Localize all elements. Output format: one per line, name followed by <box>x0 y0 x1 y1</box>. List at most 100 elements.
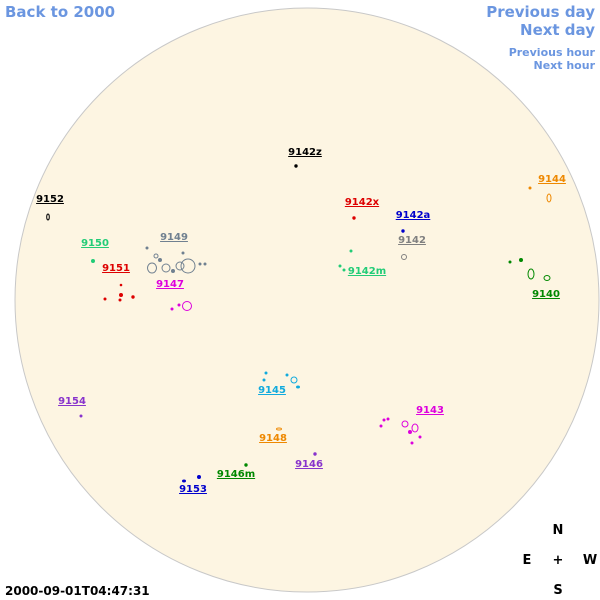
region[interactable]: 9142 <box>398 235 426 260</box>
region[interactable]: 9148 <box>259 427 287 444</box>
sunspot <box>182 479 186 483</box>
region[interactable]: 9146 <box>295 452 323 470</box>
region-label: 9146m <box>217 469 255 480</box>
sunspot <box>508 260 512 264</box>
region-label: 9142z <box>288 147 322 158</box>
sunspot <box>276 427 282 431</box>
sunspot <box>177 303 181 307</box>
sunspot <box>170 307 174 311</box>
sunspot <box>131 295 135 299</box>
region[interactable]: 9140 <box>508 258 560 301</box>
sunspot <box>418 435 422 439</box>
region[interactable]: 9151 <box>102 263 135 302</box>
sunspot <box>119 283 123 287</box>
sunspot <box>313 452 317 456</box>
region[interactable]: 9149 <box>145 232 207 274</box>
sunspot <box>264 371 268 375</box>
sunspot <box>145 246 149 250</box>
sunspot <box>118 298 122 302</box>
sunspot <box>527 268 535 280</box>
region-label: 9148 <box>259 433 287 444</box>
sunspot <box>401 254 407 260</box>
sunspot <box>401 420 409 428</box>
sunspot <box>180 258 196 274</box>
sunspot <box>158 258 162 262</box>
region-label: 9143 <box>416 405 444 416</box>
region-label: 9154 <box>58 396 86 407</box>
region[interactable]: 9144 <box>528 174 566 203</box>
sunspot <box>528 186 532 190</box>
region-label: 9147 <box>156 279 184 290</box>
sunspot <box>79 414 83 418</box>
region-label: 9146 <box>295 459 323 470</box>
sunspot <box>519 258 523 262</box>
sunspot <box>342 268 346 272</box>
sunspot <box>294 164 298 168</box>
region[interactable]: 9152 <box>36 194 64 221</box>
sunspot <box>171 269 175 273</box>
region[interactable]: 9142x <box>345 197 380 220</box>
sunspot <box>182 301 192 311</box>
sunspot <box>382 418 386 422</box>
sunspot <box>153 253 159 259</box>
region[interactable]: 9143 <box>379 405 444 445</box>
region[interactable]: 9142a <box>396 210 431 233</box>
sunspot <box>411 423 419 433</box>
timestamp: 2000-09-01T04:47:31 <box>5 584 150 598</box>
sunspot <box>290 376 298 384</box>
sunspot <box>410 441 414 445</box>
region-label: 9144 <box>538 174 566 185</box>
region-label: 9142 <box>398 235 426 246</box>
compass-north: N <box>553 523 564 538</box>
region-label: 9153 <box>179 484 207 495</box>
sunspot <box>103 297 107 301</box>
sunspot <box>161 263 171 273</box>
sunspot <box>285 373 289 377</box>
sunspot <box>338 264 342 268</box>
region-label: 9140 <box>532 289 560 300</box>
sunspot <box>379 424 383 428</box>
sunspot <box>46 213 50 221</box>
sunspot <box>181 251 185 255</box>
back-link[interactable]: Back to 2000 <box>5 3 115 21</box>
region-label: 9142x <box>345 197 380 208</box>
region-label: 9142a <box>396 210 431 221</box>
sunspot <box>349 249 353 253</box>
compass-east: E <box>523 553 532 568</box>
sunspot <box>408 430 412 434</box>
sunspot <box>352 216 356 220</box>
region-label: 9145 <box>258 385 286 396</box>
sunspot <box>401 229 405 233</box>
region[interactable]: 9142z <box>288 147 322 168</box>
sunspot <box>244 463 248 467</box>
compass-west: W <box>583 553 597 568</box>
sunspot <box>147 262 157 274</box>
next-day-link[interactable]: Next day <box>520 21 595 39</box>
region-label: 9151 <box>102 263 130 274</box>
compass-center: + <box>553 553 564 568</box>
region-label: 9150 <box>81 238 109 249</box>
region[interactable]: 9147 <box>156 279 192 311</box>
sunspot <box>119 293 123 297</box>
region[interactable]: 9150 <box>81 238 109 263</box>
sunspot <box>296 385 300 389</box>
region[interactable]: 9153 <box>179 475 207 496</box>
region[interactable]: 9142m <box>338 249 386 277</box>
region-label: 9152 <box>36 194 64 205</box>
next-hour-link[interactable]: Next hour <box>534 59 596 72</box>
sunspot <box>546 193 552 203</box>
sunspot <box>262 378 266 382</box>
region[interactable]: 9154 <box>58 396 86 418</box>
sunspot <box>197 475 201 479</box>
region-label: 9149 <box>160 232 188 243</box>
sunspot <box>543 275 551 281</box>
solar-disk <box>14 7 600 593</box>
region[interactable]: 9146m <box>217 463 255 480</box>
compass-south: S <box>553 583 562 598</box>
previous-hour-link[interactable]: Previous hour <box>509 46 596 59</box>
region[interactable]: 9145 <box>258 371 300 396</box>
region-label: 9142m <box>348 266 386 277</box>
sunspot <box>203 262 207 266</box>
previous-day-link[interactable]: Previous day <box>486 3 595 21</box>
